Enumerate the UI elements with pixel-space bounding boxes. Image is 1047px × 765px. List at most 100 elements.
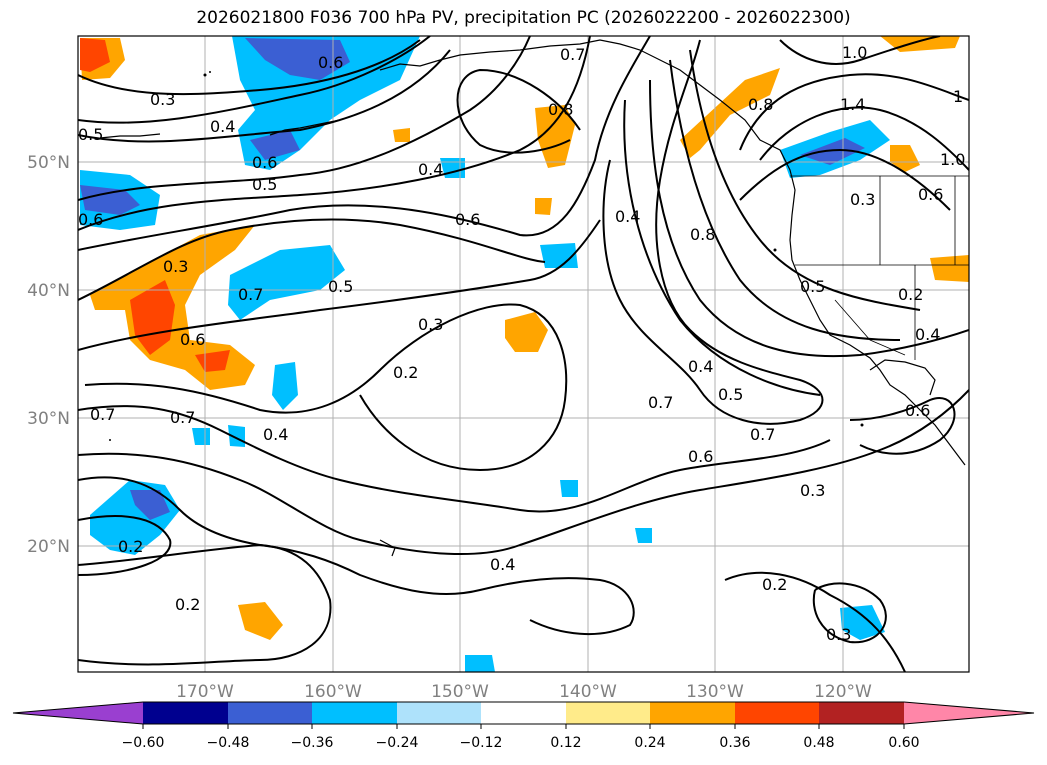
- shade-red-main2: [195, 350, 230, 372]
- shade-dblue-nw2: [250, 130, 300, 160]
- lon-labels: 170°W 160°W 150°W 140°W 130°W 120°W: [176, 682, 872, 702]
- contour-label: 0.4: [688, 357, 713, 376]
- contour-label: 0.4: [615, 207, 640, 226]
- colorbar-tick: 0.24: [634, 735, 665, 751]
- contour-label: 0.4: [915, 325, 940, 344]
- lon-label-140w: 140°W: [559, 682, 617, 702]
- contour-label: 0.4: [490, 555, 515, 574]
- colorbar-seg-3: [312, 702, 397, 724]
- lon-label-120w: 120°W: [814, 682, 872, 702]
- shade-orange-center: [505, 312, 548, 352]
- shade-red-tl: [80, 38, 110, 72]
- colorbar-seg-5: [481, 702, 566, 724]
- lat-label-40: 40°N: [27, 281, 70, 301]
- lat-labels: 50°N 40°N 30°N 20°N: [27, 153, 70, 557]
- pv-contours: [78, 36, 969, 672]
- contour-label: 1.4: [840, 95, 865, 114]
- shade-blue-s7: [635, 528, 652, 543]
- contour-label: 0.4: [418, 160, 443, 179]
- colorbar-seg-9: [819, 702, 904, 724]
- contour-label: 0.6: [688, 447, 713, 466]
- contour-label: 0.8: [748, 95, 773, 114]
- shade-blue-s5: [540, 243, 578, 268]
- shade-blue-mid: [228, 245, 345, 320]
- shade-blue-s6: [560, 480, 578, 497]
- contour-label: 0.3: [850, 190, 875, 209]
- shade-dblue-bl: [130, 490, 170, 520]
- contour-label: 1.0: [940, 150, 965, 169]
- contour-label: 0.7: [648, 393, 673, 412]
- contour-label: 1: [953, 87, 963, 106]
- coastlines: [99, 39, 966, 557]
- contour-label: 0.5: [252, 175, 277, 194]
- colorbar: −0.60 −0.48 −0.36 −0.24 −0.12 0.12 0.24 …: [12, 701, 1035, 751]
- colorbar-tick: −0.60: [122, 735, 165, 751]
- map-title: 2026021800 F036 700 hPa PV, precipitatio…: [196, 8, 851, 28]
- colorbar-seg-10: [904, 702, 1034, 724]
- islands: [109, 71, 864, 441]
- shade-blue-small1: [272, 362, 298, 410]
- colorbar-tick: −0.36: [291, 735, 334, 751]
- contour-label: 0.2: [898, 285, 923, 304]
- shade-orange-s2: [393, 128, 410, 142]
- contour-label: 0.5: [328, 277, 353, 296]
- contour-label: 0.3: [800, 481, 825, 500]
- colorbar-seg-1: [143, 702, 228, 724]
- contour-label: 0.6: [905, 401, 930, 420]
- shade-orange-top: [535, 105, 575, 168]
- contour-label: 0.5: [78, 125, 103, 144]
- contour-label: 0.4: [210, 117, 235, 136]
- contour-label: 0.2: [762, 575, 787, 594]
- contour-label: 0.8: [548, 100, 573, 119]
- contour-label: 0.5: [800, 277, 825, 296]
- colorbar-seg-8: [735, 702, 819, 724]
- shade-orange-bot: [238, 602, 283, 640]
- shade-dblue-nw: [245, 38, 350, 80]
- map-border: [77, 35, 970, 673]
- lon-label-150w: 150°W: [431, 682, 489, 702]
- contour-label: 0.6: [918, 185, 943, 204]
- shade-orange-s1: [535, 198, 552, 215]
- lon-label-170w: 170°W: [176, 682, 234, 702]
- contour-label: 0.7: [170, 408, 195, 427]
- contour-label: 0.2: [118, 537, 143, 556]
- contour-label: 0.6: [318, 53, 343, 72]
- lat-label-20: 20°N: [27, 537, 70, 557]
- contour-label: 0.6: [78, 210, 103, 229]
- shade-orange-coast: [680, 68, 780, 158]
- shade-blue-small3: [228, 425, 245, 447]
- contour-label: 0.3: [418, 315, 443, 334]
- colorbar-tick: 0.36: [719, 735, 750, 751]
- contour-label: 0.5: [718, 385, 743, 404]
- contour-label: 0.6: [180, 330, 205, 349]
- map-panel: 0.3 0.4 0.6 0.5 0.6 0.5 0.4 0.6 0.7 0.8 …: [78, 36, 969, 672]
- gridlines: [78, 36, 969, 672]
- contour-labels: 0.3 0.4 0.6 0.5 0.6 0.5 0.4 0.6 0.7 0.8 …: [78, 43, 965, 644]
- contour-label: 0.2: [175, 595, 200, 614]
- contour-label: 0.7: [560, 45, 585, 64]
- colorbar-tick: −0.48: [207, 735, 250, 751]
- lat-label-30: 30°N: [27, 409, 70, 429]
- colorbar-seg-6: [566, 702, 650, 724]
- colorbar-tick: −0.24: [376, 735, 419, 751]
- colorbar-tick: −0.12: [460, 735, 503, 751]
- colorbar-tick: 0.48: [803, 735, 834, 751]
- contour-label: 0.3: [150, 90, 175, 109]
- contour-label: 0.7: [750, 425, 775, 444]
- shade-orange-ne: [890, 145, 920, 172]
- lon-label-130w: 130°W: [686, 682, 744, 702]
- lon-label-160w: 160°W: [304, 682, 362, 702]
- contour-label: 0.6: [455, 210, 480, 229]
- contour-label: 0.3: [163, 257, 188, 276]
- shade-blue-s8: [465, 655, 495, 672]
- contour-label: 0.7: [90, 405, 115, 424]
- contour-label: 0.8: [690, 225, 715, 244]
- colorbar-seg-7: [650, 702, 735, 724]
- shade-orange-r: [930, 255, 969, 282]
- shade-dblue-left: [80, 185, 140, 215]
- lat-label-50: 50°N: [27, 153, 70, 173]
- shade-blue-se: [840, 605, 885, 640]
- colorbar-tick: 0.12: [550, 735, 581, 751]
- borders: [790, 175, 969, 360]
